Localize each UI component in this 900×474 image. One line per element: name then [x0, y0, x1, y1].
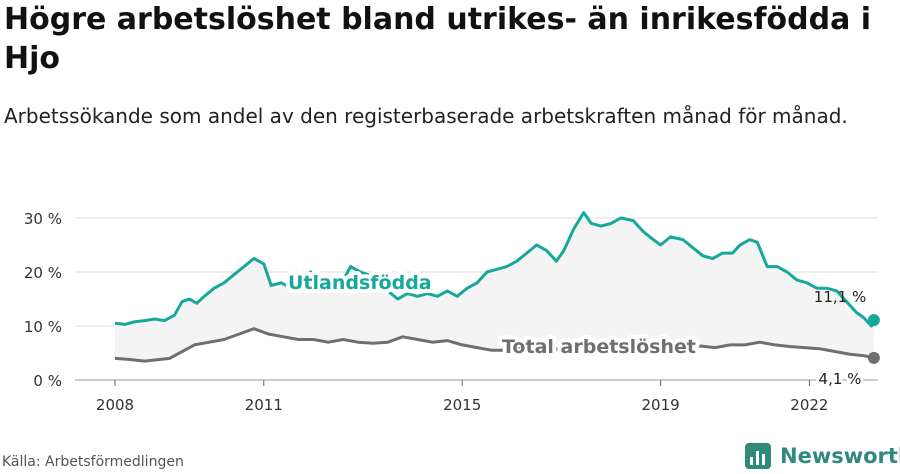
x-tick-label: 2022: [790, 396, 828, 414]
y-tick-label: 20 %: [24, 264, 62, 282]
series-label-utlandsfodda: Utlandsfödda: [288, 272, 432, 294]
series-line-utlandsfodda: [114, 211, 876, 328]
series-label-total: Total arbetslöshet: [502, 336, 696, 358]
newsworthy-logo-icon: [745, 443, 771, 469]
x-tick-label: 2019: [642, 396, 680, 414]
newsworthy-logo: Newsworthy: [744, 441, 900, 471]
gap-area: [115, 212, 874, 362]
end-point-total: [867, 351, 880, 364]
x-tick-label: 2011: [245, 396, 283, 414]
chart-subtitle: Arbetssökande som andel av den registerb…: [4, 104, 848, 128]
y-tick-label: 10 %: [24, 318, 62, 336]
chart-title: Högre arbetslöshet bland utrikes- än inr…: [4, 2, 872, 76]
end-point-utlandsfodda: [867, 314, 880, 327]
value-label-total: 4,1 %: [819, 370, 862, 388]
series-line-total: [114, 327, 875, 363]
y-tick-label: 30 %: [24, 210, 62, 228]
x-tick-label: 2015: [443, 396, 481, 414]
value-label-total-halo: 4,1 %: [819, 370, 862, 388]
source-note: Källa: Arbetsförmedlingen: [2, 454, 184, 470]
brand-name: Newsworthy: [780, 444, 900, 468]
x-tick-label: 2008: [96, 396, 134, 414]
series-label-total-halo: Total arbetslöshet: [502, 336, 696, 358]
value-label-utlandsfodda: 11,1 %: [814, 288, 866, 306]
y-tick-label: 0 %: [33, 372, 62, 390]
series-label-utlandsfodda-halo: Utlandsfödda: [288, 272, 432, 294]
